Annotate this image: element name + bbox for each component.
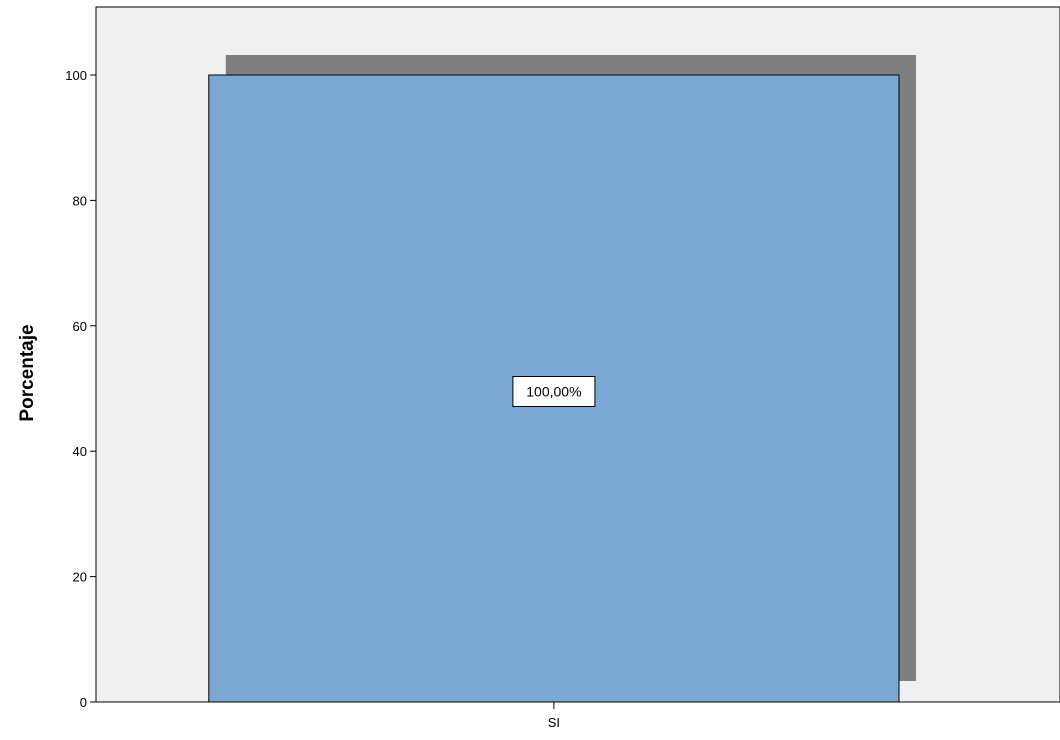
y-tick-label: 20 (73, 570, 87, 585)
y-tick-label: 60 (73, 319, 87, 334)
x-axis-ticks: SI (548, 702, 560, 730)
y-tick-label: 100 (65, 68, 87, 83)
bar-data-label: 100,00% (512, 376, 596, 407)
x-tick-label: SI (548, 715, 560, 730)
data-label-box (512, 376, 596, 407)
y-axis-ticks: 0 20 40 60 80 100 (65, 68, 96, 710)
bars: 100,00% (208, 55, 917, 703)
y-tick-label: 40 (73, 444, 87, 459)
y-tick-label: 80 (73, 193, 87, 208)
data-label-text: 100,00% (526, 384, 581, 400)
y-axis-title: Porcentaje (17, 324, 38, 421)
y-tick-label: 0 (80, 695, 87, 710)
